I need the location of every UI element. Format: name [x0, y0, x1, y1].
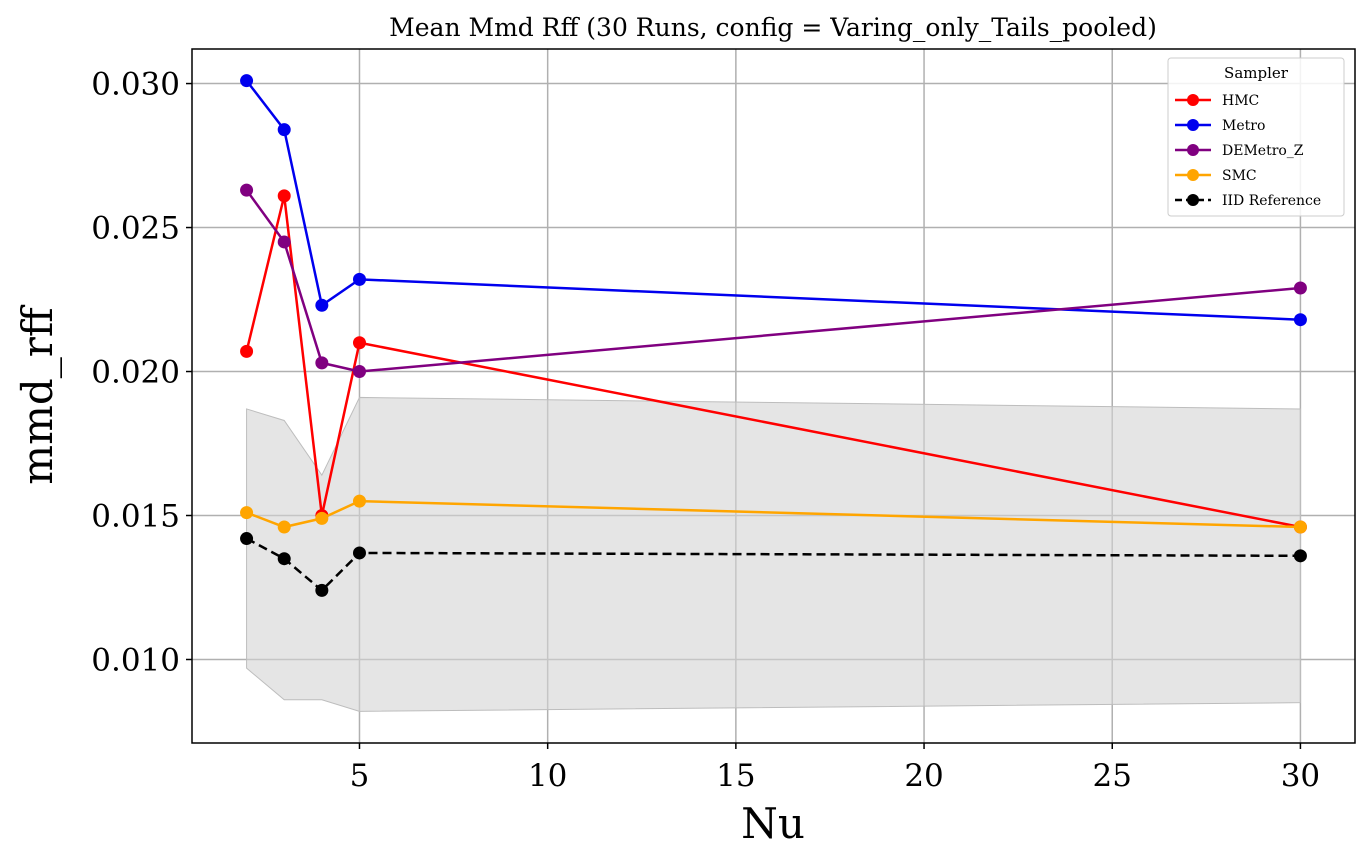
data-point [240, 532, 254, 546]
plot-frame [191, 48, 1356, 744]
chart-title: Mean Mmd Rff (30 Runs, config = Varing_o… [389, 13, 1157, 42]
data-point [1293, 281, 1307, 295]
data-point [240, 344, 254, 358]
data-point [1293, 313, 1307, 327]
legend-marker [1187, 119, 1199, 131]
data-point [315, 356, 329, 370]
series-metro [240, 74, 1307, 327]
data-point [315, 298, 329, 312]
series-iid-reference [240, 532, 1307, 597]
legend-marker [1187, 169, 1199, 181]
data-point [315, 583, 329, 597]
x-tick-label: 15 [716, 758, 755, 794]
legend-marker [1187, 94, 1199, 106]
x-tick-label: 5 [350, 758, 370, 794]
data-point [315, 511, 329, 525]
legend-box [1167, 57, 1345, 217]
x-axis-label: Nu [741, 799, 805, 848]
legend-items: HMC Metro DEMetro_Z SMC IID Reference [1175, 93, 1321, 209]
data-point [240, 183, 254, 197]
x-tick-label: 10 [528, 758, 567, 794]
legend: Sampler HMC Metro DEMetro_Z SMC IID Referenc… [1167, 57, 1345, 217]
series-demetro-z [240, 183, 1307, 379]
x-tick-label: 30 [1281, 758, 1320, 794]
data-point [352, 546, 366, 560]
y-tick-label: 0.010 [91, 642, 180, 678]
data-point [240, 74, 254, 88]
x-axis-ticks: 5 10 15 20 25 30 [350, 743, 1320, 794]
legend-marker [1187, 144, 1199, 156]
data-point [352, 272, 366, 286]
x-tick-label: 25 [1093, 758, 1132, 794]
legend-label: HMC [1222, 93, 1259, 109]
legend-label: SMC [1222, 168, 1257, 184]
legend-label: Metro [1222, 118, 1265, 134]
series-layer [240, 74, 1307, 597]
legend-marker [1187, 194, 1199, 206]
data-point [240, 506, 254, 520]
legend-item: HMC [1175, 93, 1259, 109]
data-point [277, 123, 291, 137]
y-tick-label: 0.015 [91, 499, 180, 535]
data-point [1293, 549, 1307, 563]
x-tick-label: 20 [904, 758, 943, 794]
data-point [277, 520, 291, 534]
y-tick-label: 0.020 [91, 355, 180, 391]
y-tick-label: 0.025 [91, 211, 180, 247]
data-point [352, 336, 366, 350]
data-point [277, 552, 291, 566]
y-axis-label: mmd_rff [13, 304, 62, 485]
legend-label: IID Reference [1222, 193, 1321, 209]
data-point [277, 235, 291, 249]
legend-item: IID Reference [1175, 193, 1321, 209]
legend-label: DEMetro_Z [1222, 143, 1304, 159]
data-point [352, 494, 366, 508]
data-point [1293, 520, 1307, 534]
y-axis-ticks: 0.010 0.015 0.020 0.025 0.030 [91, 67, 192, 678]
legend-item: SMC [1175, 168, 1257, 184]
legend-item: DEMetro_Z [1175, 143, 1304, 159]
data-point [352, 365, 366, 379]
data-point [277, 189, 291, 203]
y-tick-label: 0.030 [91, 67, 180, 103]
legend-item: Metro [1175, 118, 1265, 134]
series-smc [240, 494, 1307, 534]
legend-title: Sampler [1224, 64, 1289, 82]
